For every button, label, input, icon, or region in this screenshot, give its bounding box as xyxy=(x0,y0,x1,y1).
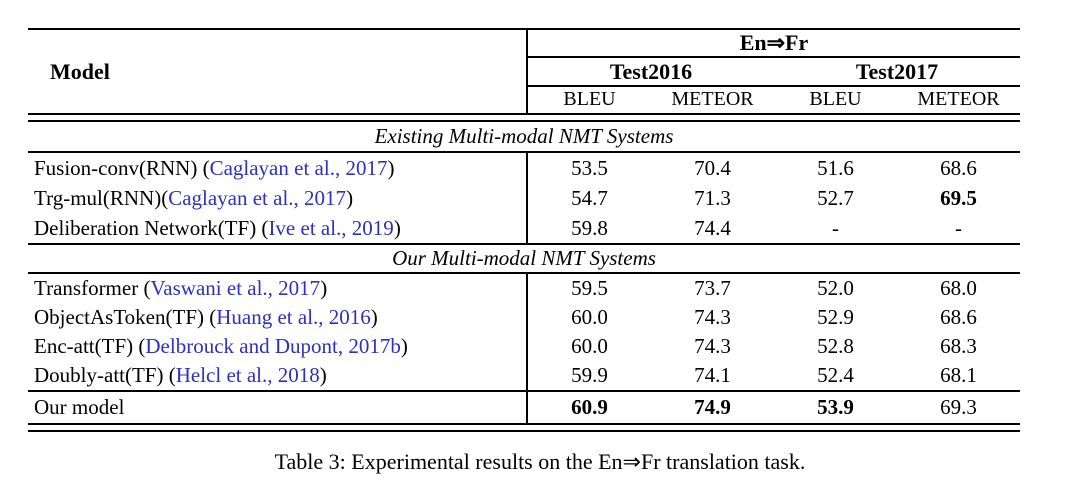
results-table: Model En⇒Fr Test2016 Test2017 BLEU METEO… xyxy=(28,28,1020,432)
table-header: Model En⇒Fr Test2016 Test2017 BLEU METEO… xyxy=(28,30,1020,113)
value-cell: 68.6 xyxy=(940,305,977,329)
table-row-trg-mul: Trg-mul(RNN)(Caglayan et al., 2017) 54.7… xyxy=(28,183,1020,213)
value-cell: 59.5 xyxy=(571,276,608,300)
model-name-text: ) xyxy=(370,305,378,329)
value-cell: - xyxy=(955,216,962,240)
value-cell: 68.6 xyxy=(940,156,977,180)
model-name-cell: Trg-mul(RNN)(Caglayan et al., 2017) xyxy=(28,183,528,213)
model-name-text: Doubly-att(TF) ( xyxy=(34,363,176,387)
model-name-text: Deliberation Network(TF) ( xyxy=(34,216,269,240)
model-header-label: Model xyxy=(50,58,110,84)
citation-link[interactable]: Caglayan et al., 2017 xyxy=(168,186,347,210)
table-top-rule xyxy=(28,28,1020,30)
model-name-text: Trg-mul(RNN)( xyxy=(34,186,169,210)
header-double-rule xyxy=(28,113,1020,122)
rule xyxy=(28,243,1020,245)
table-row-objectastoken: ObjectAsToken(TF) (Huang et al., 2016) 6… xyxy=(28,303,1020,332)
model-name-text: ) xyxy=(320,276,328,300)
model-name-text: ) xyxy=(319,363,327,387)
citation-link[interactable]: Ive et al., 2019 xyxy=(268,216,394,240)
table-row-our-model: Our model 60.9 74.9 53.9 69.3 xyxy=(28,392,1020,423)
value-cell: 59.9 xyxy=(571,363,608,387)
value-cell: 68.1 xyxy=(940,363,977,387)
column-header-model: Model xyxy=(28,30,528,113)
citation-link[interactable]: Delbrouck and Dupont, 2017b xyxy=(145,334,401,358)
value-cell: 74.3 xyxy=(694,334,731,358)
value-cell-best: 69.5 xyxy=(940,186,977,210)
table-row-deliberation-network: Deliberation Network(TF) (Ive et al., 20… xyxy=(28,213,1020,243)
value-cell-best: 74.9 xyxy=(694,395,731,419)
metric-header-row: BLEU METEOR BLEU METEOR xyxy=(528,87,1020,113)
rule xyxy=(28,151,1020,153)
value-cell: 52.0 xyxy=(817,276,854,300)
metric-header-meteor-2016: METEOR xyxy=(671,88,754,110)
testset-header-test2016: Test2016 xyxy=(609,59,693,84)
value-cell: 59.8 xyxy=(571,216,608,240)
model-name-text: ) xyxy=(387,156,395,180)
value-cell: 68.0 xyxy=(940,276,977,300)
model-name-text: Fusion-conv(RNN) ( xyxy=(34,156,210,180)
model-name-text: ObjectAsToken(TF) ( xyxy=(34,305,217,329)
table-row-fusion-conv: Fusion-conv(RNN) (Caglayan et al., 2017)… xyxy=(28,153,1020,183)
section-title-our-systems: Our Multi-modal NMT Systems xyxy=(392,246,656,270)
model-name-text: ) xyxy=(346,186,354,210)
value-cell: 54.7 xyxy=(571,186,608,210)
model-name-cell: Fusion-conv(RNN) (Caglayan et al., 2017) xyxy=(28,153,528,183)
rule xyxy=(28,272,1020,274)
table-row-transformer: Transformer (Vaswani et al., 2017) 59.5 … xyxy=(28,274,1020,303)
model-name-cell: Deliberation Network(TF) (Ive et al., 20… xyxy=(28,213,528,243)
metric-header-meteor-2017: METEOR xyxy=(917,88,1000,110)
value-cell: 52.4 xyxy=(817,363,854,387)
table-bottom-double-rule xyxy=(28,423,1020,432)
value-cell: 74.1 xyxy=(694,363,731,387)
value-cell: 52.8 xyxy=(817,334,854,358)
citation-link[interactable]: Caglayan et al., 2017 xyxy=(209,156,388,180)
model-name-cell: Our model xyxy=(28,392,528,423)
model-name-cell: Doubly-att(TF) (Helcl et al., 2018) xyxy=(28,361,528,390)
value-cell: 60.0 xyxy=(571,305,608,329)
table-row-enc-att: Enc-att(TF) (Delbrouck and Dupont, 2017b… xyxy=(28,332,1020,361)
value-cell: 51.6 xyxy=(817,156,854,180)
testset-header-test2017: Test2017 xyxy=(855,59,939,84)
value-cell: 52.7 xyxy=(817,186,854,210)
value-cell: 70.4 xyxy=(694,156,731,180)
model-name-text: ) xyxy=(393,216,401,240)
language-pair-header: En⇒Fr xyxy=(528,30,1020,58)
value-cell: 74.3 xyxy=(694,305,731,329)
value-cell: 74.4 xyxy=(694,216,731,240)
value-cell: 60.0 xyxy=(571,334,608,358)
citation-link[interactable]: Helcl et al., 2018 xyxy=(175,363,320,387)
section-title-existing-systems: Existing Multi-modal NMT Systems xyxy=(374,124,674,148)
citation-link[interactable]: Vaswani et al., 2017 xyxy=(150,276,321,300)
model-name-cell: Enc-att(TF) (Delbrouck and Dupont, 2017b… xyxy=(28,332,528,361)
value-cell: 69.3 xyxy=(940,395,977,419)
value-cell: 71.3 xyxy=(694,186,731,210)
value-cell-best: 53.9 xyxy=(817,395,854,419)
model-name-text: ) xyxy=(400,334,408,358)
model-name-text: Our model xyxy=(34,395,125,419)
value-cell: 68.3 xyxy=(940,334,977,358)
testset-header-row: Test2016 Test2017 xyxy=(528,58,1020,87)
model-name-cell: ObjectAsToken(TF) (Huang et al., 2016) xyxy=(28,303,528,332)
model-name-text: Transformer ( xyxy=(34,276,151,300)
citation-link[interactable]: Huang et al., 2016 xyxy=(216,305,371,329)
table-row-doubly-att: Doubly-att(TF) (Helcl et al., 2018) 59.9… xyxy=(28,361,1020,390)
metric-header-bleu-2017: BLEU xyxy=(809,88,862,110)
metric-header-bleu-2016: BLEU xyxy=(563,88,616,110)
value-cell: 73.7 xyxy=(694,276,731,300)
model-name-cell: Transformer (Vaswani et al., 2017) xyxy=(28,274,528,303)
value-cell: 52.9 xyxy=(817,305,854,329)
model-name-text: Enc-att(TF) ( xyxy=(34,334,146,358)
value-cell-best: 60.9 xyxy=(571,395,608,419)
table-caption: Table 3: Experimental results on the En⇒… xyxy=(274,449,806,474)
rule xyxy=(28,390,1020,392)
value-cell: 53.5 xyxy=(571,156,608,180)
value-cell: - xyxy=(832,216,839,240)
header-right-block: En⇒Fr Test2016 Test2017 BLEU METEOR BLEU… xyxy=(528,30,1020,113)
